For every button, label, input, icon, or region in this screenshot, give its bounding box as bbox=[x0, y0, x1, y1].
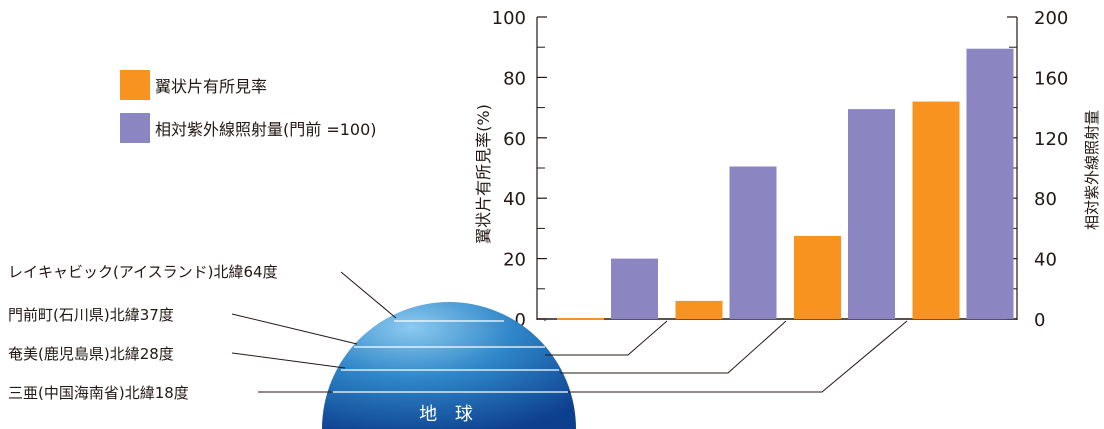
left-tick-label-100: 100 bbox=[492, 8, 526, 29]
right-tick-label-80: 80 bbox=[1034, 189, 1057, 210]
connectors bbox=[544, 320, 908, 393]
bar-uv-reykjavik bbox=[966, 48, 1014, 320]
bar-pterygium-sanya bbox=[794, 235, 841, 319]
right-axis-title: 相対紫外線照射量 bbox=[1083, 110, 1101, 230]
bar-uv-monzen bbox=[611, 258, 658, 319]
right-axis: 0 40 80 120 160 200 相対紫外線照射量 bbox=[1007, 8, 1101, 331]
legend-label-uv: 相対紫外線照射量(門前 =100) bbox=[155, 120, 377, 139]
latitude-labels: レイキャビック(アイスランド)北緯64度 門前町(石川県)北緯37度 奄美(鹿児… bbox=[8, 263, 397, 402]
legend-label-pterygium: 翼状片有所見率 bbox=[155, 77, 267, 96]
right-tick-label-0: 0 bbox=[1034, 310, 1045, 331]
legend-swatch-uv bbox=[120, 113, 150, 143]
left-tick-label-20: 20 bbox=[503, 250, 526, 271]
bars bbox=[557, 48, 1014, 320]
leader-amami bbox=[231, 352, 346, 369]
right-tick-label-120: 120 bbox=[1034, 129, 1068, 150]
right-tick-label-200: 200 bbox=[1034, 8, 1068, 29]
globe-label: 地 球 bbox=[419, 404, 479, 425]
right-tick-label-160: 160 bbox=[1034, 68, 1068, 89]
latitude-label-amami: 奄美(鹿児島県)北緯28度 bbox=[8, 345, 174, 363]
left-axis-ticks: 0 20 40 60 80 100 bbox=[492, 8, 547, 331]
left-tick-label-80: 80 bbox=[503, 68, 526, 89]
connector-reykjavik bbox=[568, 320, 908, 393]
right-axis-ticks: 0 40 80 120 160 200 bbox=[1007, 8, 1068, 331]
bar-pterygium-reykjavik bbox=[912, 101, 960, 319]
latitude-label-monzen: 門前町(石川県)北緯37度 bbox=[8, 306, 174, 324]
left-tick-label-40: 40 bbox=[503, 189, 526, 210]
connector-sanya bbox=[560, 320, 787, 374]
bar-uv-sanya bbox=[848, 109, 895, 319]
globe-body bbox=[322, 302, 576, 429]
right-tick-label-40: 40 bbox=[1034, 250, 1057, 271]
left-axis-title: 翼状片有所見率(%) bbox=[474, 104, 493, 244]
leader-monzen bbox=[231, 313, 358, 345]
latitude-label-sanya: 三亜(中国海南省)北緯18度 bbox=[8, 384, 189, 402]
left-axis: 0 20 40 60 80 100 翼状片有所見率(%) bbox=[474, 8, 547, 331]
leader-reykjavik bbox=[340, 271, 397, 319]
left-tick-label-60: 60 bbox=[503, 129, 526, 150]
bar-pterygium-amami bbox=[675, 300, 723, 319]
latitude-label-reykjavik: レイキャビック(アイスランド)北緯64度 bbox=[8, 263, 278, 281]
left-tick-label-0: 0 bbox=[515, 310, 526, 331]
legend: 翼状片有所見率 相対紫外線照射量(門前 =100) bbox=[120, 70, 377, 143]
legend-swatch-pterygium bbox=[120, 70, 150, 100]
connector-amami bbox=[545, 320, 668, 356]
bar-uv-amami bbox=[729, 166, 777, 319]
globe: 地 球 bbox=[322, 302, 576, 429]
